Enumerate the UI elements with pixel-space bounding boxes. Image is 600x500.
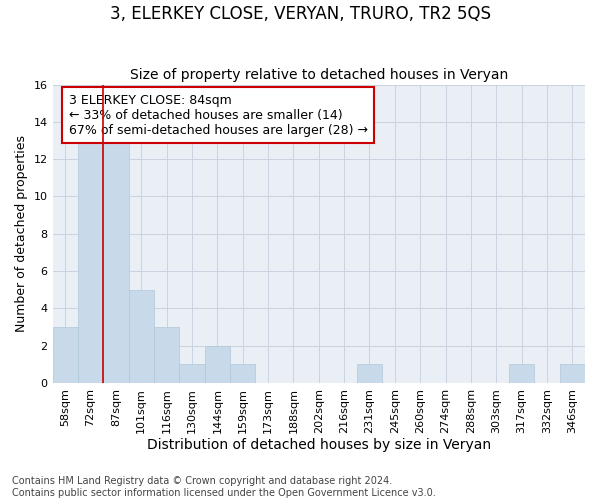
Bar bbox=[179, 364, 205, 383]
Bar bbox=[103, 140, 128, 383]
Title: Size of property relative to detached houses in Veryan: Size of property relative to detached ho… bbox=[130, 68, 508, 82]
Bar bbox=[560, 364, 585, 383]
Text: 3 ELERKEY CLOSE: 84sqm
← 33% of detached houses are smaller (14)
67% of semi-det: 3 ELERKEY CLOSE: 84sqm ← 33% of detached… bbox=[68, 94, 368, 136]
Text: 3, ELERKEY CLOSE, VERYAN, TRURO, TR2 5QS: 3, ELERKEY CLOSE, VERYAN, TRURO, TR2 5QS bbox=[110, 5, 491, 23]
Bar bbox=[357, 364, 382, 383]
Bar bbox=[230, 364, 256, 383]
Text: Contains HM Land Registry data © Crown copyright and database right 2024.
Contai: Contains HM Land Registry data © Crown c… bbox=[12, 476, 436, 498]
Bar bbox=[53, 327, 78, 383]
Bar bbox=[154, 327, 179, 383]
Bar bbox=[78, 140, 103, 383]
X-axis label: Distribution of detached houses by size in Veryan: Distribution of detached houses by size … bbox=[147, 438, 491, 452]
Y-axis label: Number of detached properties: Number of detached properties bbox=[15, 136, 28, 332]
Bar bbox=[205, 346, 230, 383]
Bar bbox=[509, 364, 534, 383]
Bar bbox=[128, 290, 154, 383]
